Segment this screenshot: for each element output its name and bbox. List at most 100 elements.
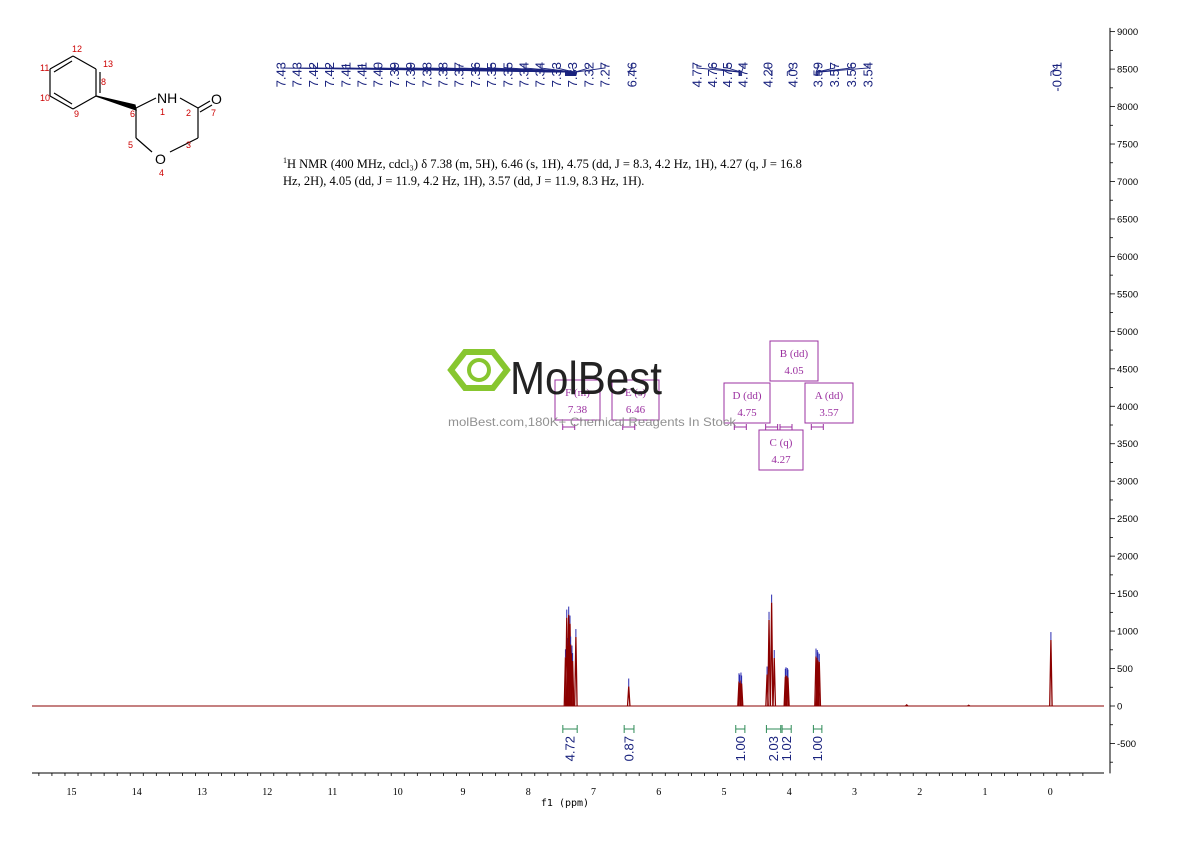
peak-label-connector — [507, 64, 574, 76]
x-tick-label: 5 — [722, 787, 727, 798]
multiplet-label: C (q) — [770, 437, 793, 449]
spectrum-peak — [786, 677, 790, 707]
peak-labels: 7.43 7.43 7.42 7.42 7.41 7.41 7.40 7.39 7.39 7.38… — [274, 62, 1065, 92]
integral-value: 1.00 — [810, 736, 825, 761]
atom-num-6: 6 — [130, 109, 135, 119]
x-tick-label: 10 — [393, 787, 403, 798]
multiplet-label: D (dd) — [732, 390, 761, 402]
peak-label: 7.33 — [565, 62, 580, 87]
peak-label-connector — [628, 64, 633, 76]
atom-num-8: 8 — [101, 77, 106, 87]
spectrum-peak — [574, 637, 578, 707]
atom-num-10: 10 — [40, 93, 50, 103]
multiplet-box — [758, 429, 804, 471]
spectrum-peak — [967, 704, 971, 707]
watermark-logo-icon — [447, 349, 511, 391]
y-tick-label: 7500 — [1117, 140, 1138, 151]
x-tick-label: 11 — [328, 787, 338, 798]
y-tick-label: 1500 — [1117, 589, 1138, 600]
y-tick-label: 500 — [1117, 664, 1133, 675]
integral-value: 2.03 — [766, 736, 781, 761]
multiplet-box — [723, 382, 771, 424]
multiplet-box — [611, 379, 660, 421]
peak-label-connector — [711, 64, 741, 76]
peak-label-connector — [767, 64, 773, 76]
peak-label: 4.20 — [761, 62, 776, 87]
x-tick-label: 2 — [917, 787, 922, 798]
x-tick-label: 4 — [787, 787, 792, 798]
peak-label: 4.03 — [786, 62, 801, 87]
multiplet-label: A (dd) — [815, 390, 844, 402]
y-tick-label: 7000 — [1117, 177, 1138, 188]
multiplet-shift: 6.46 — [626, 404, 646, 416]
x-tick-label: 15 — [67, 787, 77, 798]
spectrum-peak — [905, 703, 909, 707]
peak-label-connector — [1050, 64, 1058, 76]
peak-label: 3.57 — [827, 62, 842, 87]
y-tick-label: 5000 — [1117, 327, 1138, 338]
x-tick-label: 1 — [983, 787, 988, 798]
y-tick-label: 4500 — [1117, 364, 1138, 375]
x-axis-label: f1 (ppm) — [541, 798, 589, 809]
multiplet-label: B (dd) — [780, 348, 809, 360]
x-tick-label: 14 — [132, 787, 142, 798]
nmr-desc-superscript: 1 — [283, 156, 287, 165]
peak-label: 7.33 — [549, 62, 564, 87]
peak-label: 4.74 — [736, 62, 751, 87]
x-tick-label: 13 — [197, 787, 207, 798]
y-tick-label: 6000 — [1117, 252, 1138, 263]
x-tick-label: 3 — [852, 787, 857, 798]
y-tick-label: 1000 — [1117, 627, 1138, 638]
y-tick-label: 8000 — [1117, 102, 1138, 113]
atom-num-1: 1 — [160, 107, 165, 117]
multiplet-label: E (s) — [625, 387, 646, 399]
peak-label-connector — [555, 64, 575, 76]
atom-num-13: 13 — [103, 59, 113, 69]
integral-value: 0.87 — [622, 736, 637, 761]
watermark: MolBest molBest.com,180K+ Chemical Reage… — [447, 349, 737, 429]
x-tick-label: 7 — [591, 787, 596, 798]
atom-num-2: 2 — [186, 108, 191, 118]
multiplet-box — [554, 379, 601, 421]
peak-label-connector — [741, 64, 744, 76]
peak-label-connector — [575, 64, 606, 76]
peak-label-connector — [786, 64, 794, 76]
peak-label-connector — [539, 64, 575, 76]
integral-value: 1.02 — [779, 736, 794, 761]
x-tick-label: 0 — [1048, 787, 1053, 798]
atom-o-ring: O — [155, 151, 166, 167]
integral-value: 4.72 — [563, 736, 578, 761]
multiplet-label: F (m) — [565, 387, 590, 399]
peak-label: 4.75 — [720, 62, 735, 87]
spectrum-trace-group — [32, 594, 1104, 707]
peak-label-connector — [572, 64, 576, 76]
atom-num-3: 3 — [186, 140, 191, 150]
x-tick-label: 8 — [526, 787, 531, 798]
peak-label-connector — [491, 64, 573, 76]
spectrum-peak — [626, 686, 631, 707]
multiplet-shift: 4.05 — [784, 365, 804, 377]
atom-num-7: 7 — [211, 108, 216, 118]
multiplet-shift: 7.38 — [568, 404, 588, 416]
multiplet-shift: 3.57 — [819, 407, 839, 419]
atom-num-5: 5 — [128, 140, 133, 150]
spectrum-peak — [767, 619, 771, 707]
multiplet-shift: 4.27 — [771, 454, 791, 466]
spectrum-peak — [772, 658, 777, 707]
atom-nh: NH — [157, 90, 177, 106]
y-tick-label: 3000 — [1117, 477, 1138, 488]
peak-label-connector — [696, 64, 740, 76]
multiplet-shift: 4.75 — [737, 407, 757, 419]
y-tick-label: 4000 — [1117, 402, 1138, 413]
atom-num-4: 4 — [159, 168, 164, 178]
spectrum-peak — [1049, 640, 1053, 707]
peak-label-connector — [523, 64, 574, 76]
atom-num-12: 12 — [72, 44, 82, 54]
peak-label-connector — [815, 64, 819, 76]
peak-label-connector — [816, 64, 836, 76]
peak-label-connector — [818, 64, 869, 76]
x-tick-label: 12 — [262, 787, 272, 798]
atom-num-9: 9 — [74, 109, 79, 119]
